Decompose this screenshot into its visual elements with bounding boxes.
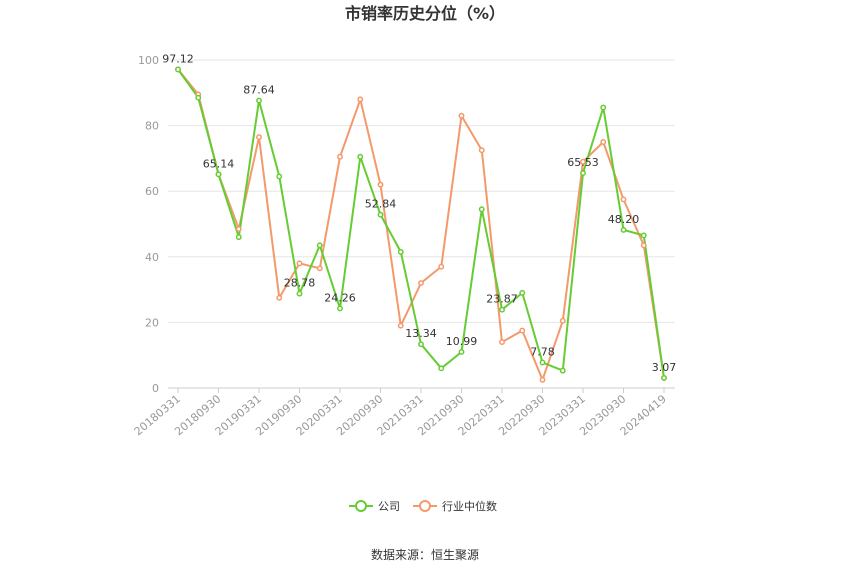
series-point-0	[438, 365, 445, 372]
data-source: 数据来源：恒生聚源	[371, 547, 479, 562]
series-point-1	[539, 376, 546, 383]
series-point-1	[620, 196, 627, 203]
series-point-0	[418, 341, 424, 348]
series-point-0	[256, 97, 262, 104]
series-point-1	[640, 242, 647, 249]
series-point-1	[580, 158, 586, 165]
series-point-1	[559, 317, 566, 324]
data-label: 10.99	[446, 335, 478, 348]
series-point-0	[458, 349, 465, 355]
series-point-0	[640, 232, 647, 239]
series-point-0	[357, 153, 364, 160]
legend-label-industry: 行业中位数	[442, 499, 497, 513]
series-point-0	[215, 171, 222, 178]
series-point-1	[296, 260, 303, 267]
series-point-1	[377, 181, 384, 188]
data-label: 87.64	[243, 84, 275, 97]
series-point-1	[337, 153, 343, 160]
series-point-1	[276, 294, 283, 301]
y-tick-label: 0	[152, 382, 159, 395]
legend-item-company[interactable]: 公司	[349, 500, 400, 513]
series-point-0	[620, 226, 627, 233]
series-point-0	[600, 104, 607, 111]
series-point-1	[316, 265, 323, 272]
series-point-0	[661, 374, 667, 381]
legend-marker-company	[355, 500, 367, 512]
grid-lines	[168, 59, 675, 323]
series-point-0	[337, 305, 343, 312]
legend-item-industry[interactable]: 行业中位数	[413, 499, 497, 513]
data-label: 52.84	[365, 198, 397, 211]
series-point-0	[175, 66, 181, 73]
series-point-1	[256, 134, 262, 141]
y-tick-label: 20	[145, 316, 159, 329]
series-point-1	[499, 339, 505, 346]
data-label: 65.14	[203, 157, 235, 170]
y-tick-label: 40	[145, 251, 159, 264]
series-point-0	[377, 211, 384, 218]
data-label: 28.78	[284, 277, 316, 290]
series-point-0	[316, 242, 323, 249]
series-point-0	[296, 290, 303, 297]
series-point-1	[458, 112, 465, 119]
data-label: 97.12	[162, 52, 194, 65]
data-labels: 97.12 65.14 87.64 28.78 24.26 52.84 13.34 10.99…	[162, 52, 676, 373]
series-point-1	[478, 147, 485, 154]
series-point-0	[195, 94, 202, 101]
data-label: 13.34	[405, 327, 437, 340]
series-point-0	[539, 359, 546, 366]
series-point-1	[438, 263, 445, 270]
y-tick-label: 100	[138, 54, 159, 67]
legend[interactable]: 公司 行业中位数	[349, 499, 497, 513]
series-point-1	[600, 139, 607, 145]
chart-title: 市销率历史分位（%）	[345, 4, 505, 23]
series-point-0	[580, 170, 586, 177]
data-label: 24.26	[324, 291, 356, 304]
series-point-0	[235, 234, 242, 241]
series-point-0	[397, 248, 404, 255]
series-point-0	[276, 173, 283, 180]
y-tick-label: 60	[145, 185, 159, 198]
data-label: 3.07	[652, 361, 677, 374]
series-point-1	[357, 96, 364, 103]
data-label: 65.53	[567, 156, 599, 169]
x-axis: 2018033120180930201903312019093020200331…	[132, 387, 675, 438]
series-point-0	[478, 206, 485, 213]
legend-marker-industry	[419, 500, 431, 512]
legend-label-company: 公司	[378, 500, 400, 513]
series-point-0	[519, 289, 526, 296]
series-point-0	[559, 367, 566, 374]
series-point-1	[397, 322, 404, 329]
series-point-1	[519, 327, 526, 334]
data-label: 48.20	[608, 213, 640, 226]
data-label: 23.87	[486, 293, 518, 306]
series-point-0	[499, 306, 505, 313]
y-tick-label: 80	[145, 120, 159, 133]
series-point-1	[418, 280, 424, 286]
series-point-1	[235, 225, 242, 232]
series-points	[175, 66, 667, 383]
data-label: 7.78	[530, 345, 555, 358]
y-axis: 0 20 40 60 80 100	[138, 54, 159, 395]
